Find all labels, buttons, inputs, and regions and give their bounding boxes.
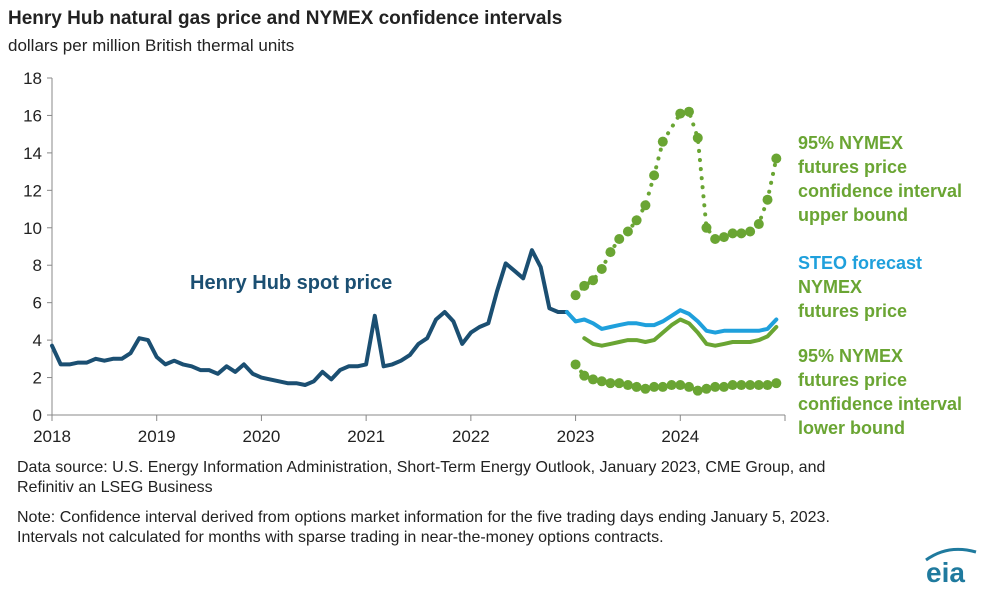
data-point-95-nymex-futures-price-confidence-interval-lower-bound: [579, 370, 590, 381]
data-point-95-nymex-futures-price-confidence-interval-upper-bound: [579, 280, 590, 291]
data-point-95-nymex-futures-price-confidence-interval-upper-bound: [675, 108, 686, 119]
data-point-95-nymex-futures-price-confidence-interval-upper-bound: [570, 290, 581, 301]
x-tick-label: 2020: [243, 427, 281, 446]
data-point-95-nymex-futures-price-confidence-interval-lower-bound: [683, 381, 694, 392]
data-point-95-nymex-futures-price-confidence-interval-lower-bound: [631, 381, 642, 392]
data-point-95-nymex-futures-price-confidence-interval-lower-bound: [640, 383, 651, 394]
data-point-95-nymex-futures-price-confidence-interval-lower-bound: [614, 378, 625, 389]
data-point-95-nymex-futures-price-confidence-interval-upper-bound: [614, 234, 625, 245]
methodology-note: Note: Confidence interval derived from o…: [17, 509, 830, 546]
y-tick-label: 8: [33, 256, 42, 275]
annotation-line: futures price: [798, 157, 907, 177]
data-point-95-nymex-futures-price-confidence-interval-lower-bound: [745, 380, 756, 391]
data-point-95-nymex-futures-price-confidence-interval-upper-bound: [640, 200, 651, 211]
annotation-line: NYMEX: [798, 277, 862, 297]
annotation-upper: 95% NYMEX futures price confidence interva…: [798, 133, 962, 225]
annotation-lower: 95% NYMEX futures price confidence interva…: [798, 346, 962, 438]
annotation-line: lower bound: [798, 418, 905, 438]
data-point-95-nymex-futures-price-confidence-interval-lower-bound: [727, 380, 738, 391]
eia-logo-swoosh: [925, 547, 977, 562]
x-tick-label: 2019: [138, 427, 176, 446]
data-point-95-nymex-futures-price-confidence-interval-upper-bound: [605, 247, 616, 258]
data-point-95-nymex-futures-price-confidence-interval-upper-bound: [692, 132, 703, 143]
y-tick-label: 2: [33, 369, 42, 388]
series-line-steo-forecast: [564, 308, 779, 335]
annotation-hh: Henry Hub spot price: [190, 272, 392, 294]
x-tick-label: 2021: [347, 427, 385, 446]
eia-logo-text: eia: [926, 557, 965, 586]
y-tick-label: 4: [33, 331, 42, 350]
data-point-95-nymex-futures-price-confidence-interval-lower-bound: [605, 378, 616, 389]
x-tick-label: 2023: [557, 427, 595, 446]
data-point-95-nymex-futures-price-confidence-interval-lower-bound: [588, 374, 599, 385]
annotation-steo: STEO forecast NYMEX futures price: [798, 253, 922, 321]
y-tick-label: 12: [23, 181, 42, 200]
data-point-95-nymex-futures-price-confidence-interval-lower-bound: [596, 376, 607, 387]
data-point-95-nymex-futures-price-confidence-interval-lower-bound: [753, 380, 764, 391]
annotation-line: futures price: [798, 301, 907, 321]
data-point-95-nymex-futures-price-confidence-interval-upper-bound: [596, 263, 607, 274]
y-tick-label: 6: [33, 294, 42, 313]
annotation-line: Henry Hub spot price: [190, 272, 392, 294]
y-tick-label: 0: [33, 406, 42, 425]
data-point-95-nymex-futures-price-confidence-interval-upper-bound: [710, 234, 721, 245]
data-point-95-nymex-futures-price-confidence-interval-upper-bound: [745, 226, 756, 237]
chart-title: Henry Hub natural gas price and NYMEX co…: [8, 8, 563, 29]
annotation-line: futures price: [798, 370, 907, 390]
data-point-95-nymex-futures-price-confidence-interval-lower-bound: [718, 381, 729, 392]
series-line-nymex-futures-price: [582, 317, 779, 348]
data-point-95-nymex-futures-price-confidence-interval-lower-bound: [649, 381, 660, 392]
y-tick-label: 16: [23, 106, 42, 125]
data-point-95-nymex-futures-price-confidence-interval-upper-bound: [649, 170, 660, 181]
annotation-line: upper bound: [798, 205, 908, 225]
data-point-95-nymex-futures-price-confidence-interval-upper-bound: [727, 228, 738, 239]
data-point-95-nymex-futures-price-confidence-interval-lower-bound: [666, 380, 677, 391]
annotation-line: STEO forecast: [798, 253, 922, 273]
data-point-95-nymex-futures-price-confidence-interval-upper-bound: [762, 194, 773, 205]
data-point-95-nymex-futures-price-confidence-interval-upper-bound: [718, 232, 729, 243]
series-line-henry-hub-spot-price: [50, 248, 569, 387]
data-point-95-nymex-futures-price-confidence-interval-lower-bound: [675, 380, 686, 391]
data-point-95-nymex-futures-price-confidence-interval-lower-bound: [701, 383, 712, 394]
data-point-95-nymex-futures-price-confidence-interval-lower-bound: [657, 381, 668, 392]
annotation-line: confidence interval: [798, 181, 962, 201]
data-source-note: Data source: U.S. Energy Information Adm…: [17, 459, 826, 496]
data-point-95-nymex-futures-price-confidence-interval-upper-bound: [683, 106, 694, 117]
y-tick-label: 10: [23, 219, 42, 238]
data-point-95-nymex-futures-price-confidence-interval-lower-bound: [771, 378, 782, 389]
data-point-95-nymex-futures-price-confidence-interval-lower-bound: [762, 380, 773, 391]
annotation-line: 95% NYMEX: [798, 346, 903, 366]
x-tick-label: 2018: [33, 427, 71, 446]
y-tick-label: 18: [23, 69, 42, 88]
eia-logo: eia: [925, 547, 977, 586]
data-point-95-nymex-futures-price-confidence-interval-upper-bound: [771, 153, 782, 164]
data-point-95-nymex-futures-price-confidence-interval-upper-bound: [631, 215, 642, 226]
x-tick-label: 2022: [452, 427, 490, 446]
data-point-95-nymex-futures-price-confidence-interval-lower-bound: [622, 380, 633, 391]
data-point-95-nymex-futures-price-confidence-interval-lower-bound: [692, 385, 703, 396]
y-tick-label: 14: [23, 144, 42, 163]
data-point-95-nymex-futures-price-confidence-interval-upper-bound: [657, 136, 668, 147]
chart-plot: 0 2 4 6 8 10 12 14 16 18 2018 2019 2020 2021 2022 2023 2…: [23, 69, 962, 446]
data-point-95-nymex-futures-price-confidence-interval-lower-bound: [710, 381, 721, 392]
data-point-95-nymex-futures-price-confidence-interval-lower-bound: [736, 380, 747, 391]
data-point-95-nymex-futures-price-confidence-interval-upper-bound: [588, 275, 599, 286]
annotation-line: 95% NYMEX: [798, 133, 903, 153]
data-point-95-nymex-futures-price-confidence-interval-upper-bound: [753, 219, 764, 230]
data-point-95-nymex-futures-price-confidence-interval-upper-bound: [736, 228, 747, 239]
chart-subtitle: dollars per million British thermal unit…: [8, 36, 295, 55]
data-point-95-nymex-futures-price-confidence-interval-upper-bound: [701, 222, 712, 233]
data-point-95-nymex-futures-price-confidence-interval-upper-bound: [622, 226, 633, 237]
x-tick-label: 2024: [661, 427, 699, 446]
annotation-line: confidence interval: [798, 394, 962, 414]
data-point-95-nymex-futures-price-confidence-interval-lower-bound: [570, 359, 581, 370]
